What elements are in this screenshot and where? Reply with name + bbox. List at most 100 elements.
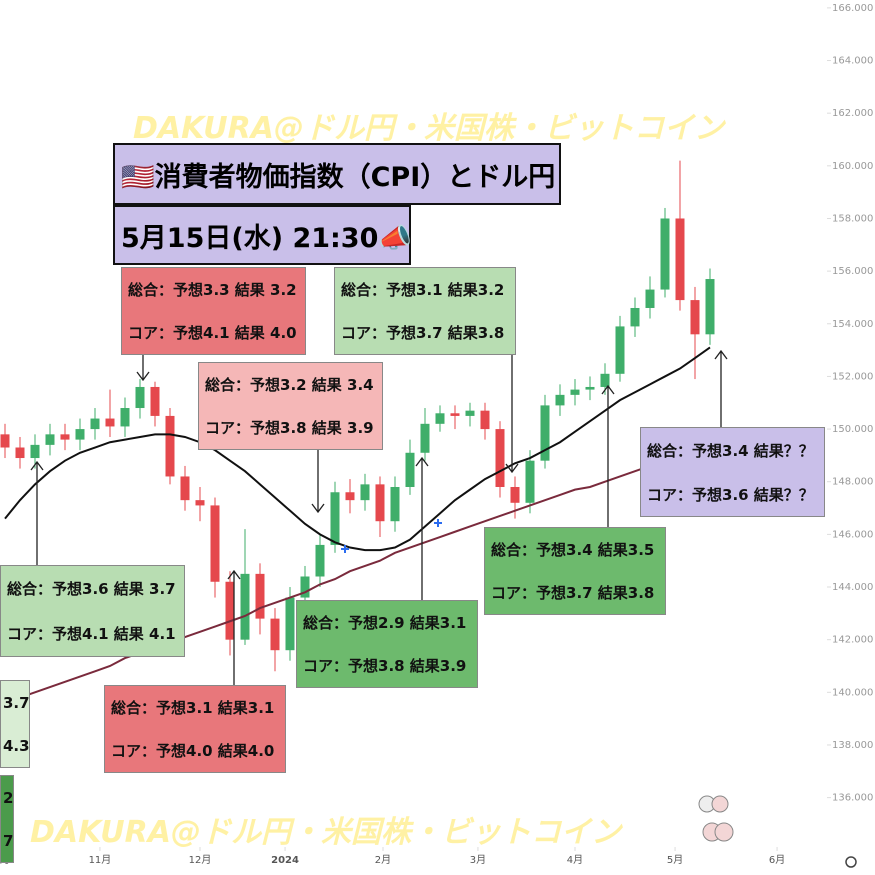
watermark: DAKURA@ドル円・米国株・ビットコイン xyxy=(30,815,621,850)
candle-body xyxy=(135,386,145,409)
candle-body xyxy=(285,597,295,651)
arrow xyxy=(30,460,44,565)
annotation-line: 総合：予想2.9 結果3.1 xyxy=(303,614,467,632)
annotation-box: 総合：予想3.2 結果 3.4 コア：予想3.8 結果 3.9 xyxy=(198,362,383,450)
x-tick-label: 6月 xyxy=(769,854,785,866)
candle-body xyxy=(105,418,115,427)
candle-body xyxy=(375,484,385,522)
y-tick-label: 162.000 xyxy=(832,108,873,119)
candle-body xyxy=(330,492,340,545)
candle-body xyxy=(15,447,25,459)
candle-body xyxy=(600,373,610,387)
arrow xyxy=(227,569,241,685)
candle-body xyxy=(30,444,40,459)
moving-average-line xyxy=(4,346,711,552)
candle-body xyxy=(705,279,715,335)
arrows xyxy=(30,349,728,685)
candle-body xyxy=(360,484,370,501)
candle-body xyxy=(420,423,430,453)
arrow xyxy=(136,355,150,382)
icons xyxy=(698,795,857,868)
y-tick-label: 150.000 xyxy=(832,424,873,435)
settings-icon[interactable] xyxy=(845,856,857,868)
moving-average-line xyxy=(4,449,711,704)
candle-body xyxy=(465,410,475,416)
candle-body xyxy=(345,492,355,501)
annotation-line: コア：予想3.8 結果 3.9 xyxy=(205,419,374,437)
y-tick-label: 138.000 xyxy=(832,740,873,751)
candle-body xyxy=(300,576,310,598)
annotation-line: 2 xyxy=(3,788,14,807)
candle-body xyxy=(150,386,160,416)
y-tick-label: 160.000 xyxy=(832,161,873,172)
annotation-line: 総合：予想3.1 結果3.2 xyxy=(341,281,505,299)
candle-body xyxy=(480,410,490,430)
x-tick-label: 2月 xyxy=(375,854,391,866)
y-tick-label: 166.000 xyxy=(832,3,873,14)
y-tick-label: 158.000 xyxy=(832,213,873,224)
annotation-box: 3.7 4.3 xyxy=(0,680,30,768)
annotation-line: 総合：予想3.6 結果 3.7 xyxy=(7,580,176,598)
y-tick-label: 136.000 xyxy=(832,793,873,804)
candle-body xyxy=(195,500,205,506)
annotation-line: 総合：予想3.4 結果？？ xyxy=(647,441,814,460)
annotation-line: コア：予想3.7 結果3.8 xyxy=(491,584,655,602)
candle-body xyxy=(60,434,70,440)
annotation-box: 総合：予想3.6 結果 3.7 コア：予想4.1 結果 4.1 xyxy=(0,565,185,657)
candle-body xyxy=(240,573,250,640)
annotation-box: 総合：予想2.9 結果3.1 コア：予想3.8 結果3.9 xyxy=(296,600,478,688)
annotation-line: 総合：予想3.4 結果3.5 xyxy=(491,541,655,559)
annotation-line: コア：予想3.8 結果3.9 xyxy=(303,657,467,675)
icon xyxy=(711,795,729,813)
x-tick-label: 5月 xyxy=(667,854,683,866)
candle-body xyxy=(210,505,220,582)
annotation-box: 総合：予想3.1 結果3.1 コア：予想4.0 結果4.0 xyxy=(104,685,286,773)
candle-body xyxy=(540,405,550,461)
subtitle-box: 5月15日(水) 21:30📣 xyxy=(113,205,412,265)
candle-body xyxy=(645,289,655,308)
y-tick-label: 146.000 xyxy=(832,529,873,540)
candle-body xyxy=(675,218,685,301)
candle-body xyxy=(270,618,280,651)
candle-body xyxy=(510,486,520,503)
annotation-box: 総合：予想3.1 結果3.2 コア：予想3.7 結果3.8 xyxy=(334,267,516,355)
annotation-box: 総合：予想3.4 結果3.5 コア：予想3.7 結果3.8 xyxy=(484,527,666,615)
candle-body xyxy=(165,415,175,477)
y-tick-label: 140.000 xyxy=(832,687,873,698)
watermark: DAKURA@ドル円・米国株・ビットコイン xyxy=(133,111,724,146)
y-tick-label: 164.000 xyxy=(832,56,873,67)
annotation-line: コア：予想4.1 結果 4.0 xyxy=(128,324,297,342)
cross-marker xyxy=(434,519,442,527)
y-tick-label: 148.000 xyxy=(832,477,873,488)
icon xyxy=(714,822,734,842)
x-tick-label: 2024 xyxy=(271,855,299,866)
annotation-line: 3.7 xyxy=(3,693,30,712)
annotation-line: 総合：予想3.1 結果3.1 xyxy=(111,699,275,717)
arrow xyxy=(311,450,325,514)
candle-body xyxy=(495,429,505,487)
annotation-box: 総合：予想3.4 結果？？ コア：予想3.6 結果？？ xyxy=(640,427,825,517)
annotation-line: コア：予想3.7 結果3.8 xyxy=(341,324,505,342)
annotation-box: 総合：予想3.3 結果 3.2 コア：予想4.1 結果 4.0 xyxy=(121,267,306,355)
candle-body xyxy=(690,300,700,335)
annotation-line: 総合：予想3.3 結果 3.2 xyxy=(128,281,297,299)
candle-body xyxy=(585,386,595,390)
y-tick-label: 142.000 xyxy=(832,635,873,646)
candle-body xyxy=(405,452,415,487)
annotation-line: 7 xyxy=(3,831,14,850)
candle-body xyxy=(225,581,235,640)
annotation-line: 総合：予想3.2 結果 3.4 xyxy=(205,376,374,394)
candle-body xyxy=(0,434,10,448)
y-tick-label: 144.000 xyxy=(832,582,873,593)
arrow xyxy=(505,355,519,474)
candle-body xyxy=(435,413,445,424)
candle-body xyxy=(75,429,85,440)
arrow xyxy=(714,349,728,427)
candle-body xyxy=(45,434,55,445)
annotation-line: コア：予想4.1 結果 4.1 xyxy=(7,625,176,643)
annotation-line: 4.3 xyxy=(3,736,30,755)
y-tick-label: 156.000 xyxy=(832,266,873,277)
candle-body xyxy=(255,573,265,619)
